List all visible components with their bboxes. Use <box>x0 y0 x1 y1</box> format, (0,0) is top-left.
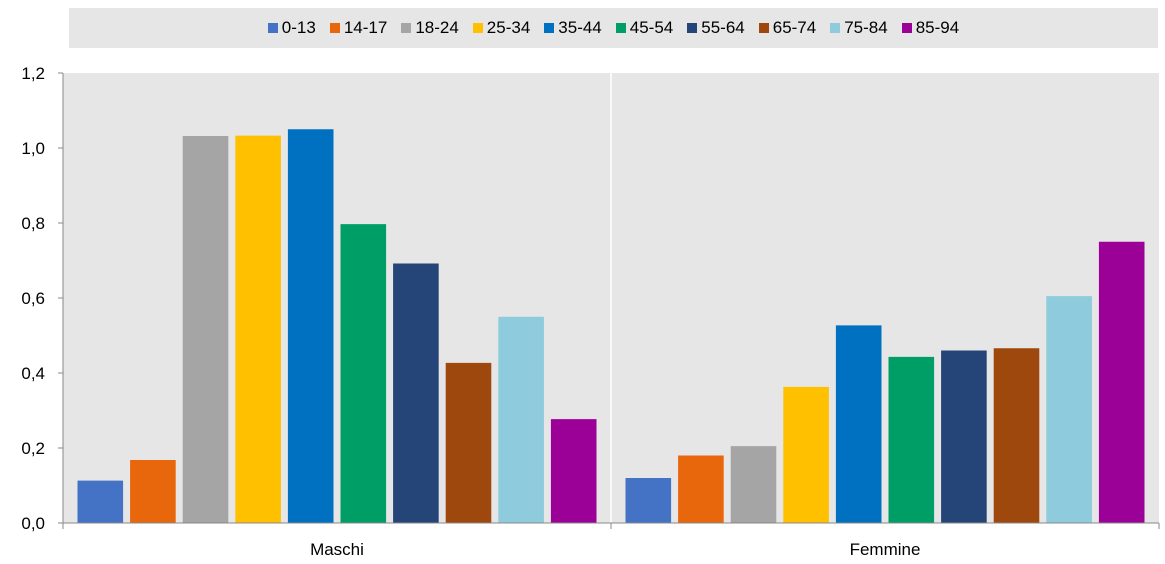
y-tick-label: 0,6 <box>21 289 45 308</box>
legend-swatch <box>687 23 698 33</box>
legend-label: 18-24 <box>415 18 459 37</box>
bar-14-17-Femmine <box>678 455 724 523</box>
legend-item: 65-74 <box>758 18 817 38</box>
legend: 0-13 14-17 18-24 25-34 35-44 45-54 55-64 65-74 7… <box>69 8 1158 48</box>
y-tick-label: 1,0 <box>21 139 45 158</box>
legend-swatch <box>544 23 555 33</box>
x-category-label: Femmine <box>850 540 921 559</box>
y-tick-label: 0,0 <box>21 514 45 533</box>
y-tick-label: 1,2 <box>21 64 45 83</box>
legend-swatch <box>615 23 626 33</box>
bar-85-94-Femmine <box>1098 241 1145 523</box>
y-tick-label: 0,8 <box>21 214 45 233</box>
legend-label: 75-84 <box>844 18 888 37</box>
legend-label: 55-64 <box>701 18 745 37</box>
legend-item: 85-94 <box>901 18 960 38</box>
bar-55-64-Maschi <box>393 263 439 523</box>
bar-18-24-Femmine <box>730 446 777 523</box>
legend-label: 45-54 <box>629 18 674 37</box>
bar-45-54-Maschi <box>340 224 387 523</box>
legend-item: 25-34 <box>472 18 531 38</box>
legend-item: 55-64 <box>687 18 745 38</box>
bar-14-17-Maschi <box>130 460 176 523</box>
legend-swatch <box>758 23 769 33</box>
legend-label: 0-13 <box>281 18 316 37</box>
legend-label: 85-94 <box>915 18 960 37</box>
legend-item: 18-24 <box>401 18 459 38</box>
bar-75-84-Femmine <box>1046 296 1092 523</box>
legend-swatch <box>401 23 412 33</box>
bar-55-64-Femmine <box>941 350 987 523</box>
legend-swatch <box>329 23 340 33</box>
bar-25-34-Maschi <box>235 135 281 523</box>
bar-0-13-Femmine <box>625 478 672 523</box>
y-tick-label: 0,2 <box>21 439 45 458</box>
legend-item: 75-84 <box>830 18 888 38</box>
legend-item: 0-13 <box>267 18 316 38</box>
bar-45-54-Femmine <box>888 356 935 523</box>
bar-85-94-Maschi <box>550 419 597 523</box>
bar-75-84-Maschi <box>498 316 544 523</box>
bar-35-44-Maschi <box>287 129 334 523</box>
x-category-label: Maschi <box>310 540 364 559</box>
legend-item: 35-44 <box>544 18 602 38</box>
legend-swatch <box>472 23 483 33</box>
legend-label: 35-44 <box>558 18 602 37</box>
legend-item: 45-54 <box>615 18 674 38</box>
legend-label: 65-74 <box>772 18 817 37</box>
bar-0-13-Maschi <box>77 480 124 523</box>
bar-18-24-Maschi <box>182 136 229 523</box>
y-tick-label: 0,4 <box>21 364 45 383</box>
bar-65-74-Maschi <box>445 362 492 523</box>
bar-65-74-Femmine <box>993 348 1040 523</box>
bar-35-44-Femmine <box>835 325 882 523</box>
legend-label: 25-34 <box>486 18 531 37</box>
bar-25-34-Femmine <box>783 386 829 523</box>
legend-swatch <box>267 23 278 33</box>
legend-item: 14-17 <box>329 18 388 38</box>
legend-swatch <box>901 23 912 33</box>
legend-swatch <box>830 23 841 33</box>
legend-label: 14-17 <box>343 18 388 37</box>
